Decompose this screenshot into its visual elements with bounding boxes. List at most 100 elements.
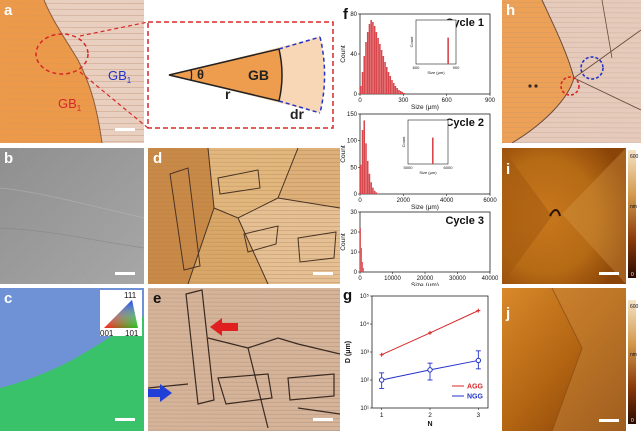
data-point [427, 367, 433, 373]
y-tick-label: 10⁴ [360, 321, 370, 328]
panel-i: 600 nm 0 i [502, 148, 641, 284]
y-tick-label: 0 [354, 192, 358, 198]
histogram-bar [368, 24, 371, 94]
x-tick-label: 0 [358, 276, 362, 282]
x-tick-label: 40000 [482, 276, 498, 282]
x-axis-label: Size (μm) [411, 104, 439, 111]
histogram-bar [387, 72, 390, 94]
scale-bar [313, 418, 333, 421]
scale-bar [115, 272, 135, 275]
x-tick-label: 300 [398, 98, 409, 104]
y-tick-label: 80 [350, 12, 357, 18]
histogram-bar [363, 56, 366, 94]
histogram-bar [379, 44, 381, 94]
histogram-bar [365, 143, 367, 194]
histogram-bar [396, 88, 398, 94]
y-axis-label: Count [340, 45, 347, 63]
x-tick-label: 30000 [449, 276, 466, 282]
red-arrow-icon [210, 318, 238, 336]
panel-g: g 10¹ 10² 10³ 10⁴ 10⁵ 1 2 3 N D (μm) AGG NGG [336, 286, 498, 431]
inset-y-axis-label: Count [401, 136, 406, 148]
histogram-bar [360, 164, 362, 194]
panel-j: 600 nm 0 j [502, 288, 641, 431]
x-tick-label: 0 [358, 198, 362, 204]
y-tick-label: 40 [350, 52, 357, 58]
scale-bar [313, 272, 333, 275]
x-tick-label: 2000 [397, 198, 411, 204]
x-axis-label: Size (μm) [411, 204, 439, 211]
panel-a-micrograph: GB1 GB1 [0, 0, 144, 143]
ipf-101: 101 [125, 329, 139, 338]
x-tick-label: 600 [442, 98, 453, 104]
histogram-cycle-3: Cycle 3 0 10000 20000 30000 40000 0 10 20 30 Size … [340, 210, 498, 286]
y-tick-label: 10³ [360, 350, 369, 356]
inset-frame [415, 19, 457, 65]
panel-label-g: g [343, 287, 353, 304]
histogram-bar [380, 50, 383, 94]
histogram-bar [375, 192, 378, 194]
y-axis-label: D (μm) [345, 341, 352, 363]
legend-label: NGG [467, 394, 484, 401]
inset-x-tick-label: 6000 [444, 165, 454, 170]
panel-b: b [0, 148, 144, 284]
inset-bar [432, 137, 434, 164]
histogram-bar [377, 193, 379, 194]
panel-label-j: j [506, 305, 511, 322]
gb1-blue-label: GB1 [108, 68, 132, 85]
x-axis-label: Size (μm) [411, 282, 439, 286]
histogram-bar [398, 90, 400, 94]
histogram-bar [372, 187, 374, 194]
cbar-min: 0 [631, 418, 634, 424]
chart-title: Cycle 2 [445, 117, 484, 129]
histogram-bar [373, 190, 376, 194]
histogram-bar [391, 80, 393, 94]
inset-x-axis-label: Size (μm) [419, 170, 437, 175]
x-tick-label: 900 [485, 98, 496, 104]
y-tick-label: 10² [360, 378, 369, 384]
panel-label-h: h [506, 2, 516, 19]
panel-c: 111 001 101 c [0, 288, 144, 431]
scale-bar [115, 128, 135, 131]
cbar-max: 600 [630, 304, 639, 310]
y-axis-label: Count [340, 145, 347, 163]
panel-e: e [148, 288, 340, 431]
panel-d: d [148, 148, 340, 284]
data-point [476, 308, 481, 313]
cbar-max: 600 [630, 154, 639, 160]
cbar-unit: nm [630, 352, 637, 358]
x-tick-label: 10000 [384, 276, 401, 282]
chart-title: Cycle 3 [445, 215, 484, 227]
x-tick-label: 1 [380, 412, 384, 419]
inset-x-tick-label: 600 [413, 65, 420, 70]
y-axis-label: Count [340, 233, 347, 251]
y-tick-label: 50 [350, 165, 357, 171]
ipf-111: 111 [124, 291, 137, 300]
histogram-bar [360, 86, 362, 94]
x-tick-label: 6000 [483, 198, 497, 204]
histogram-inset: 5000 6000 Size (μm) Count [401, 119, 454, 175]
histogram-bar [403, 93, 405, 94]
y-tick-label: 10¹ [360, 406, 369, 412]
line-chart: 10¹ 10² 10³ 10⁴ 10⁵ 1 2 3 N D (μm) AGG NGG [345, 293, 489, 428]
histogram-bar [392, 83, 395, 94]
histogram-bar [361, 262, 363, 272]
histogram-bar [361, 72, 364, 94]
panel-h: h [502, 0, 641, 143]
histogram-bar [366, 32, 369, 94]
x-axis-label: N [427, 421, 432, 428]
theta-label: θ [197, 67, 204, 82]
x-tick-label: 2 [428, 412, 432, 419]
histogram-bar [360, 228, 361, 272]
histogram-bar [360, 248, 362, 272]
x-tick-label: 0 [358, 98, 362, 104]
histogram-bar [375, 32, 378, 94]
inset-x-axis-label: Size (μm) [427, 70, 445, 75]
panel-schematic: θ GB r dr [147, 21, 334, 129]
x-tick-label: 20000 [417, 276, 434, 282]
inset-x-tick-label: 5000 [404, 165, 414, 170]
cbar-unit: nm [630, 204, 637, 210]
panel-label-b: b [4, 150, 14, 167]
data-point [428, 330, 432, 335]
